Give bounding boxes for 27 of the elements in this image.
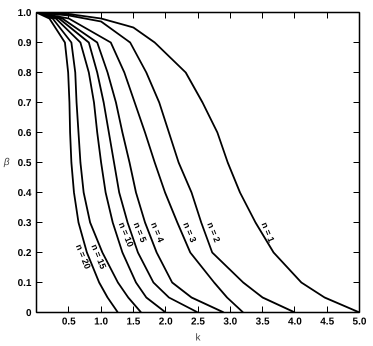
y-tick-label: 0.9: [18, 38, 32, 49]
text: n = 3: [181, 220, 198, 244]
y-tick-label: 0.5: [18, 158, 32, 169]
x-tick-label: 4.0: [288, 316, 302, 328]
y-tick-label: 0.3: [18, 218, 32, 229]
y-tick-label: 0: [26, 308, 32, 319]
y-tick-label: 0.1: [18, 278, 32, 289]
x-tick-label: 0.5: [62, 316, 76, 328]
x-tick-label: 3.5: [256, 316, 270, 328]
text: n = 1: [259, 220, 277, 244]
text: n = 4: [149, 220, 166, 244]
y-axis-title: β: [2, 157, 10, 168]
x-tick-label: 4.5: [320, 316, 335, 328]
text: n = 2: [205, 220, 222, 244]
y-tick-label: 1.0: [18, 8, 32, 19]
x-tick-label: 1.0: [94, 316, 108, 328]
y-tick-label: 0.7: [18, 98, 32, 109]
y-tick-label: 0.6: [18, 128, 32, 139]
x-tick-label: 5.0: [352, 316, 367, 328]
y-tick-label: 0.8: [18, 68, 32, 79]
x-tick-label: 3.0: [223, 316, 238, 328]
x-axis-title: k: [196, 332, 202, 344]
x-tick-label: 1.5: [126, 316, 141, 328]
y-tick-label: 0.4: [18, 188, 32, 199]
x-tick-label: 2.0: [158, 316, 174, 328]
y-tick-label: 0.2: [18, 248, 32, 259]
x-tick-label: 2.5: [191, 316, 206, 328]
